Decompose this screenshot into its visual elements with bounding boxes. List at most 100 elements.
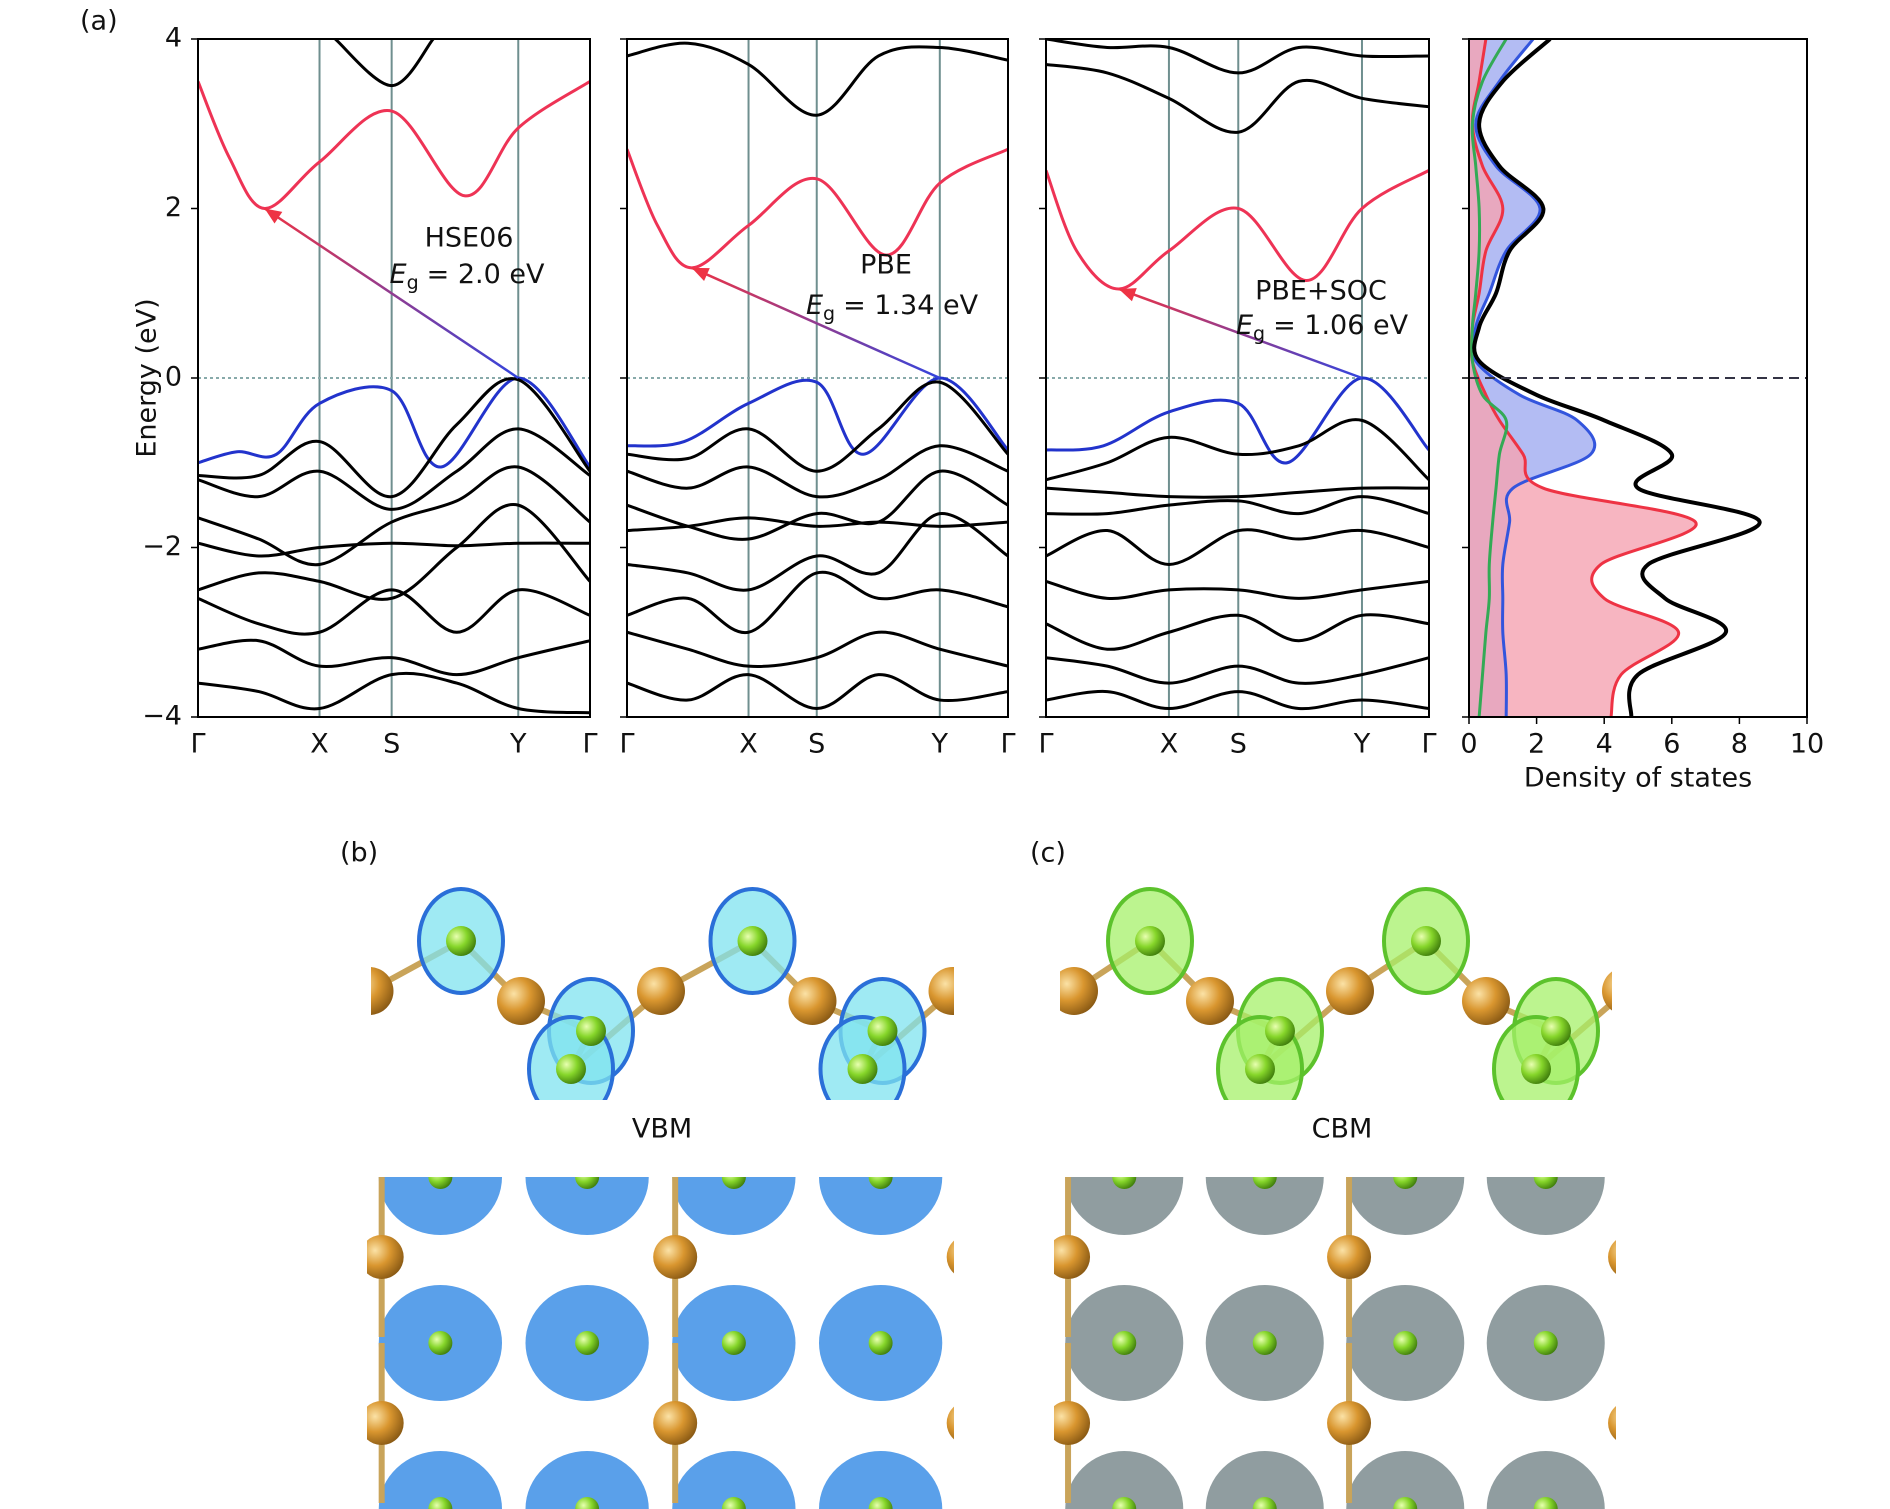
band	[627, 630, 1008, 668]
atom	[1878, 967, 1890, 1015]
y-tick-label: 2	[165, 192, 182, 223]
atom	[1252, 1177, 1277, 1189]
band	[334, 39, 435, 88]
bond	[1626, 941, 1702, 991]
orbital-lobe	[942, 1017, 1026, 1121]
atom	[969, 1054, 999, 1084]
bond	[230, 1001, 300, 1031]
panel: Γ X S Y Γ PBE Eg = 1.34 eV	[619, 38, 1016, 760]
y-tick-label: 4	[165, 23, 182, 54]
x-tick-label: Y	[1353, 729, 1371, 760]
x-tick-label: X	[1160, 729, 1179, 760]
panel-label: (c)	[1030, 838, 1066, 869]
x-tick-label: 4	[1596, 729, 1613, 760]
atom	[1602, 971, 1612, 1011]
gap-arrow-head	[1118, 288, 1137, 302]
atom	[1112, 1331, 1137, 1355]
band	[198, 588, 590, 636]
x-axis-label: Density of states	[1524, 763, 1752, 794]
atom	[1252, 1497, 1277, 1509]
band	[198, 671, 590, 715]
gap-label: Eg = 2.0 eV	[390, 259, 545, 294]
atom	[868, 1497, 893, 1509]
atom	[859, 926, 889, 956]
atom	[1393, 1497, 1418, 1509]
y-tick-label: −4	[142, 701, 182, 732]
bond	[1812, 1031, 1832, 1069]
atom	[721, 1177, 746, 1189]
gap-subscript: g	[1253, 323, 1265, 345]
atom	[1327, 1401, 1372, 1445]
orbital-lobe	[1346, 1177, 1465, 1235]
orbital-lobe	[128, 889, 212, 993]
band	[627, 41, 1008, 117]
orbital-lobe	[238, 1017, 322, 1121]
orbital-lobe	[1205, 1451, 1324, 1509]
orbital-lobe	[1627, 1451, 1745, 1509]
orbital-lobe	[1790, 979, 1874, 1083]
band	[1046, 656, 1429, 685]
gap-arrow	[263, 207, 519, 380]
bond	[280, 1031, 300, 1069]
band	[627, 376, 1008, 456]
band	[627, 444, 1008, 499]
atom	[1015, 1331, 1039, 1355]
dos-curve	[1469, 39, 1698, 717]
atom	[653, 1401, 698, 1445]
atom	[637, 967, 685, 1015]
panel-label: (a)	[80, 6, 118, 37]
atom	[1135, 926, 1165, 956]
atom	[367, 1401, 404, 1445]
band	[627, 380, 1008, 473]
band	[627, 147, 1008, 270]
atom	[1608, 1406, 1616, 1440]
atom	[576, 1016, 606, 1046]
x-tick-label: Y	[931, 729, 949, 760]
atom	[1687, 926, 1717, 956]
atom	[1054, 1235, 1091, 1279]
orbital-lobe	[1486, 1451, 1605, 1509]
atom	[721, 1331, 746, 1355]
plot-frame	[626, 38, 1009, 718]
atom	[1431, 1054, 1461, 1084]
dos-curve	[1472, 39, 1762, 717]
bond	[170, 941, 230, 1001]
plot-frame	[1468, 38, 1808, 718]
band	[198, 541, 590, 558]
atom	[1533, 1497, 1558, 1509]
orbital-lobe	[1065, 1177, 1184, 1235]
orbital-lobe	[525, 1177, 649, 1235]
atom	[575, 1177, 600, 1189]
bond	[1812, 991, 1890, 1069]
y-tick-label: −2	[142, 531, 182, 562]
atom	[737, 926, 768, 956]
gap-symbol: E	[1236, 310, 1253, 341]
atom	[868, 1331, 893, 1355]
orbital-lobe	[832, 889, 916, 993]
atom	[1411, 926, 1441, 956]
atom	[1393, 1177, 1418, 1189]
orbital-lobe	[962, 979, 1046, 1083]
atom	[867, 1016, 898, 1046]
x-tick-label: X	[310, 729, 329, 760]
x-tick-label: S	[808, 729, 825, 760]
caption: CBM	[1312, 1114, 1373, 1145]
atom	[721, 1497, 746, 1509]
orbital-lobe	[1065, 1451, 1184, 1509]
band	[1046, 495, 1429, 516]
orbital-lobe	[378, 1451, 502, 1509]
x-tick-label: X	[739, 729, 758, 760]
panel-label: (b)	[340, 838, 378, 869]
atom	[868, 1177, 893, 1189]
atom	[367, 1235, 404, 1279]
panel: 0 2 4 6 8 10 Density of states	[1460, 38, 1824, 794]
charts: −4 −2 0 2 4 Energy (eV) Γ X S Y Γ HSE06 Eg = 2.0 eV Γ X…	[132, 23, 1825, 794]
atom	[371, 967, 394, 1015]
atom	[1321, 926, 1351, 956]
vbm-side-view	[128, 887, 1461, 1121]
atom	[847, 1054, 878, 1084]
atom	[1060, 967, 1098, 1015]
atom	[788, 977, 837, 1025]
x-tick-label: Γ	[1000, 729, 1015, 760]
bond	[1702, 941, 1762, 1001]
